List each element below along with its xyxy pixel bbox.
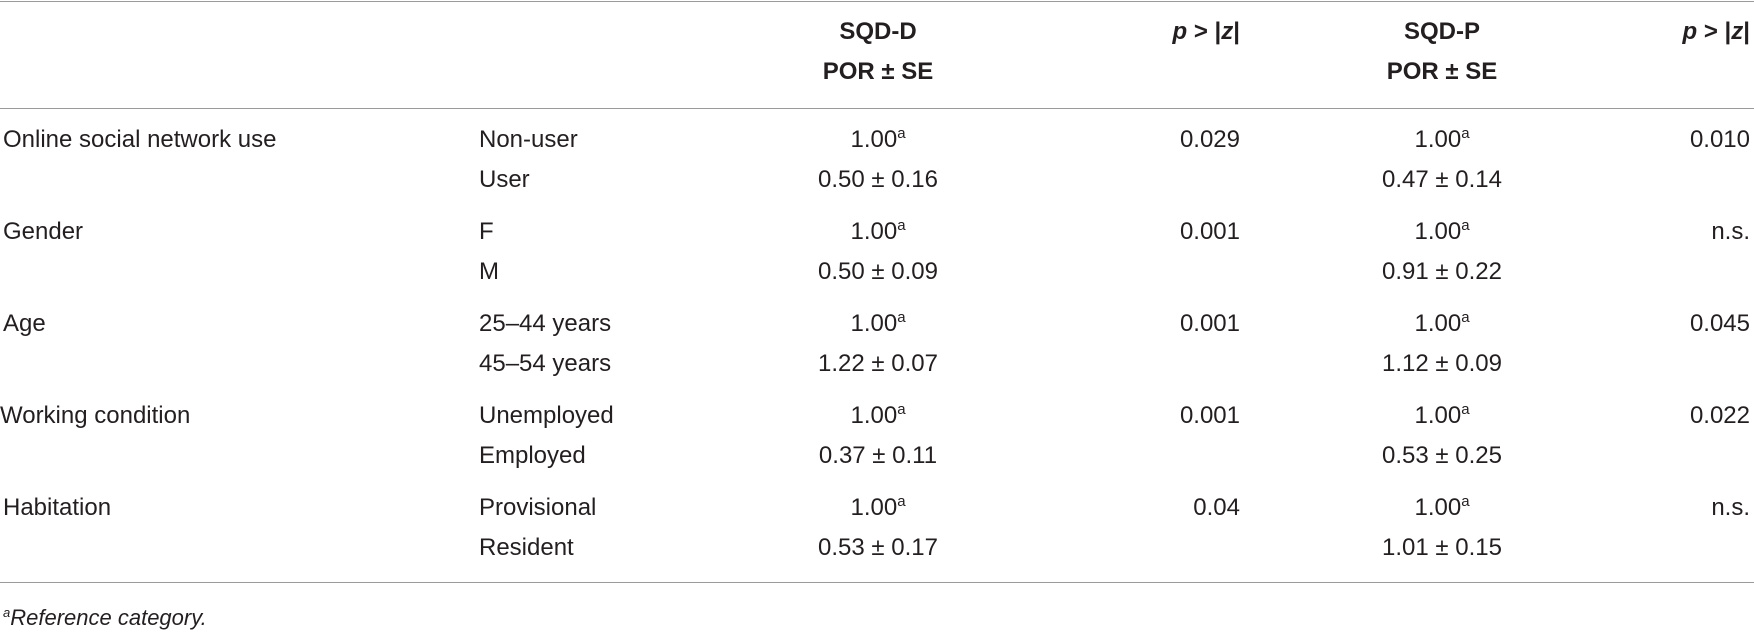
sqd-d-value: 1.22 ± 0.07 xyxy=(818,350,938,377)
sqd-p-reference: 1.00a xyxy=(1414,493,1470,521)
category-label: F xyxy=(479,218,494,245)
p-value-d: 0.04 xyxy=(1193,494,1240,521)
header-sqd-p: SQD-P POR ± SE xyxy=(1322,12,1562,92)
category-label: Unemployed xyxy=(479,402,614,429)
top-rule xyxy=(0,1,1754,2)
category-label: 45–54 years xyxy=(479,350,612,377)
category-label: Employed xyxy=(479,442,586,469)
bottom-rule xyxy=(0,582,1754,583)
category-label: 25–44 years xyxy=(479,310,612,337)
variable-label: Gender xyxy=(3,218,84,245)
header-rule xyxy=(0,108,1754,109)
sqd-p-value: 1.12 ± 0.09 xyxy=(1382,350,1502,377)
sqd-p-value: 0.91 ± 0.22 xyxy=(1382,258,1502,285)
category-label: Provisional xyxy=(479,494,597,521)
footnote-marker: a xyxy=(3,605,11,620)
header-sqd-p-line2: POR ± SE xyxy=(1386,58,1498,85)
p-value-p: n.s. xyxy=(1711,494,1750,521)
sqd-d-value: 0.37 ± 0.11 xyxy=(818,442,938,469)
category-label: Resident xyxy=(479,534,574,561)
sqd-d-reference: 1.00a xyxy=(850,493,906,521)
sqd-p-reference: 1.00a xyxy=(1414,309,1470,337)
header-sqd-d-line1: SQD-D xyxy=(839,18,917,45)
footnote-text: Reference category. xyxy=(10,605,207,630)
p-value-p: n.s. xyxy=(1711,218,1750,245)
sqd-p-reference: 1.00a xyxy=(1414,125,1470,153)
p-value-d: 0.001 xyxy=(1179,402,1240,429)
table-footnote: aReference category. xyxy=(3,600,207,636)
sqd-d-reference: 1.00a xyxy=(850,125,906,153)
variable-label: Working condition xyxy=(0,402,191,429)
sqd-d-reference: 1.00a xyxy=(850,309,906,337)
p-value-d: 0.001 xyxy=(1179,218,1240,245)
p-value-d: 0.001 xyxy=(1179,310,1240,337)
sqd-p-value: 0.47 ± 0.14 xyxy=(1382,166,1502,193)
header-sqd-d-line2: POR ± SE xyxy=(822,58,934,85)
header-p-p: p > |z| xyxy=(1682,18,1750,45)
variable-label: Age xyxy=(3,310,46,337)
p-value-p: 0.045 xyxy=(1689,310,1750,337)
sqd-d-value: 0.50 ± 0.16 xyxy=(818,166,938,193)
header-sqd-p-line1: SQD-P xyxy=(1403,18,1480,45)
sqd-d-reference: 1.00a xyxy=(850,217,906,245)
sqd-p-reference: 1.00a xyxy=(1414,217,1470,245)
p-value-p: 0.010 xyxy=(1689,126,1750,153)
header-p-d: p > |z| xyxy=(1172,18,1240,45)
variable-label: Habitation xyxy=(3,494,112,521)
sqd-d-value: 0.53 ± 0.17 xyxy=(818,534,938,561)
p-value-p: 0.022 xyxy=(1689,402,1750,429)
sqd-d-value: 0.50 ± 0.09 xyxy=(818,258,938,285)
sqd-p-value: 0.53 ± 0.25 xyxy=(1382,442,1502,469)
variable-label: Online social network use xyxy=(3,126,277,153)
header-sqd-d: SQD-D POR ± SE xyxy=(758,12,998,92)
sqd-p-value: 1.01 ± 0.15 xyxy=(1382,534,1502,561)
sqd-d-reference: 1.00a xyxy=(850,401,906,429)
category-label: M xyxy=(479,258,499,285)
category-label: Non-user xyxy=(479,126,578,153)
category-label: User xyxy=(479,166,530,193)
sqd-p-reference: 1.00a xyxy=(1414,401,1470,429)
p-value-d: 0.029 xyxy=(1179,126,1240,153)
